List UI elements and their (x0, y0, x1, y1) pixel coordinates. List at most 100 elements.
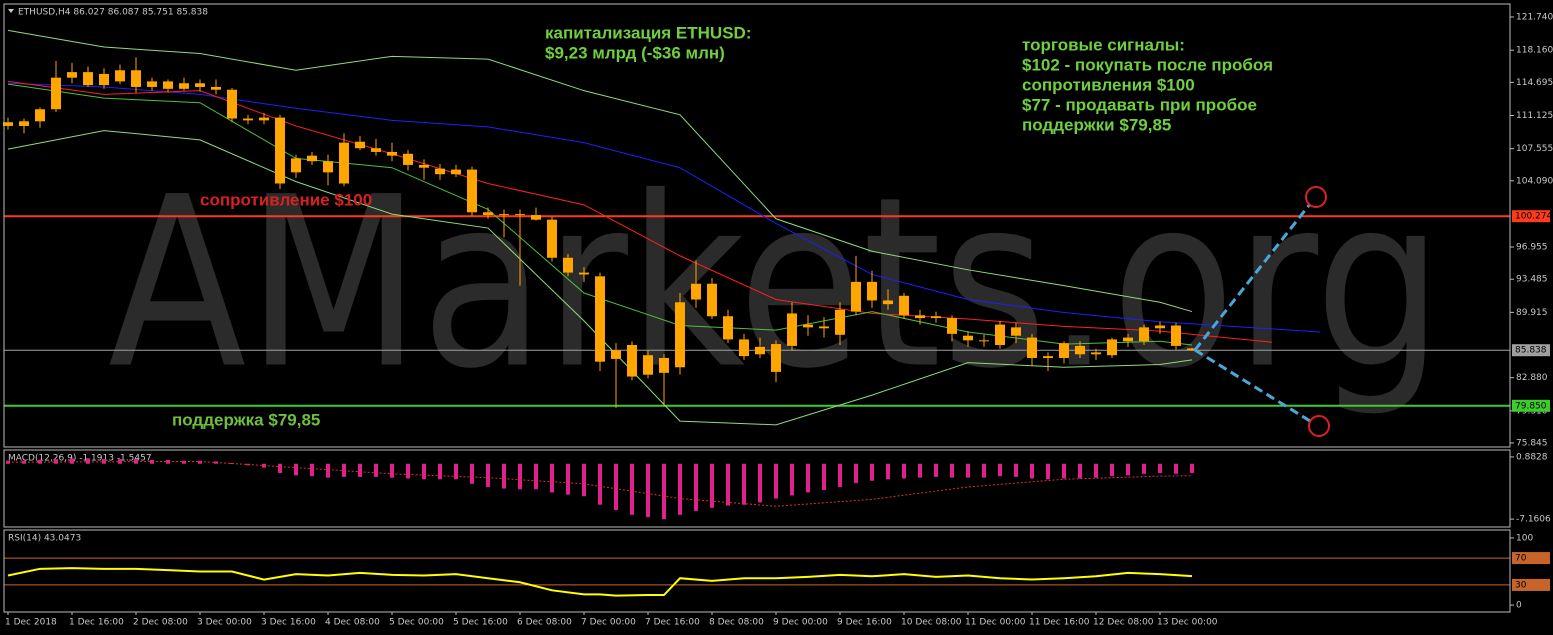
candle-body (243, 118, 253, 121)
x-tick-label: 1 Dec 16:00 (69, 618, 124, 628)
x-tick-label: 11 Dec 16:00 (1029, 618, 1090, 628)
panel-title: RSI(14) 43.0473 (8, 534, 81, 544)
candle-body (1155, 325, 1165, 329)
buy-arrow (1193, 203, 1312, 351)
y-tick-label: 107.555 (1516, 144, 1553, 154)
macd-bar (86, 458, 90, 464)
macd-bar (950, 463, 954, 478)
candle-body (1011, 327, 1021, 336)
macd-bar (1190, 463, 1194, 473)
candle-body (403, 153, 413, 165)
macd-panel-border (3, 449, 1511, 528)
macd-bar (310, 463, 314, 477)
candle-body (867, 281, 877, 301)
candle-body (595, 276, 605, 362)
macd-bar (774, 463, 778, 499)
level-label: 85.838 (1515, 346, 1547, 356)
sell-arrow (1194, 348, 1311, 423)
macd-bar (678, 463, 682, 515)
macd-bar (374, 463, 378, 477)
level-label-box (1512, 210, 1550, 223)
panel-title: ETHUSD,H4 86.027 86.087 85.751 85.838 (18, 8, 208, 18)
macd-bar (454, 463, 458, 480)
candle-body (339, 142, 349, 184)
candle-body (771, 344, 781, 372)
macd-bar (534, 463, 538, 490)
macd-bar (294, 463, 298, 476)
macd-bar (918, 463, 922, 478)
x-tick-label: 7 Dec 00:00 (581, 618, 636, 628)
candle-body (787, 313, 797, 346)
candle-body (307, 155, 317, 162)
macd-bar (1174, 463, 1178, 474)
candle-body (67, 72, 77, 78)
macd-bar (694, 463, 698, 511)
macd-bar (1094, 463, 1098, 478)
candle-body (51, 77, 61, 110)
candle-body (451, 169, 461, 175)
candle-body (1187, 348, 1197, 351)
rsi-line (7, 567, 1193, 597)
macd-bar (838, 463, 842, 487)
macd-bar (870, 463, 874, 481)
candle-body (691, 283, 701, 300)
candle-body (35, 109, 45, 122)
x-tick-label: 9 Dec 16:00 (837, 618, 892, 628)
y-tick-label: 111.125 (1516, 111, 1553, 121)
x-tick-label: 11 Dec 00:00 (965, 618, 1026, 628)
macd-bar (486, 463, 490, 487)
candle-body (99, 73, 109, 86)
macd-bar (934, 463, 938, 477)
macd-bar (518, 463, 522, 490)
candle-body (323, 161, 333, 173)
candle-body (419, 164, 429, 168)
macd-bar (758, 463, 762, 503)
candle-body (1027, 337, 1037, 358)
y-tick-label: 93.485 (1516, 275, 1548, 285)
y-tick-label: 89.915 (1516, 308, 1548, 318)
indicator-line (7, 29, 1193, 313)
candle-body (499, 214, 509, 216)
macd-bar (438, 463, 442, 480)
macd-bar (1110, 463, 1114, 477)
x-tick-label: 10 Dec 08:00 (901, 618, 962, 628)
symbol-menu-icon[interactable] (8, 9, 14, 13)
candle-body (675, 302, 685, 368)
macd-bar (646, 463, 650, 518)
candle-body (659, 357, 669, 373)
annotation: сопротивления $100 (1022, 75, 1195, 94)
macd-bar (710, 463, 714, 508)
macd-bar (22, 460, 26, 464)
macd-bar (662, 463, 666, 520)
candle-body (371, 148, 381, 152)
macd-bar (790, 463, 794, 496)
level-label-box (1512, 578, 1550, 591)
candle-body (115, 70, 125, 82)
candle-body (259, 117, 269, 121)
x-tick-label: 8 Dec 08:00 (709, 618, 764, 628)
y-tick-label: -7.1606 (1516, 515, 1551, 525)
level-label-box (1512, 344, 1550, 357)
candle-body (643, 355, 653, 375)
candle-body (707, 283, 717, 317)
level-label: 70 (1515, 554, 1527, 564)
signal-line (7, 460, 1193, 507)
y-tick-label: 114.695 (1516, 78, 1553, 88)
level-label-box (1512, 552, 1550, 565)
macd-bar (598, 463, 602, 505)
macd-bar (470, 463, 474, 484)
y-tick-label: 75.845 (1516, 438, 1548, 448)
macd-bar (742, 463, 746, 505)
candle-body (483, 212, 493, 216)
macd-bar (614, 463, 618, 511)
candle-body (883, 300, 893, 305)
macd-bar (54, 459, 58, 464)
x-tick-label: 2 Dec 08:00 (133, 618, 188, 628)
x-tick-label: 13 Dec 00:00 (1157, 618, 1218, 628)
rsi-panel-border (3, 529, 1511, 613)
candle-body (899, 295, 909, 316)
candle-body (931, 316, 941, 319)
macd-bar (422, 463, 426, 480)
